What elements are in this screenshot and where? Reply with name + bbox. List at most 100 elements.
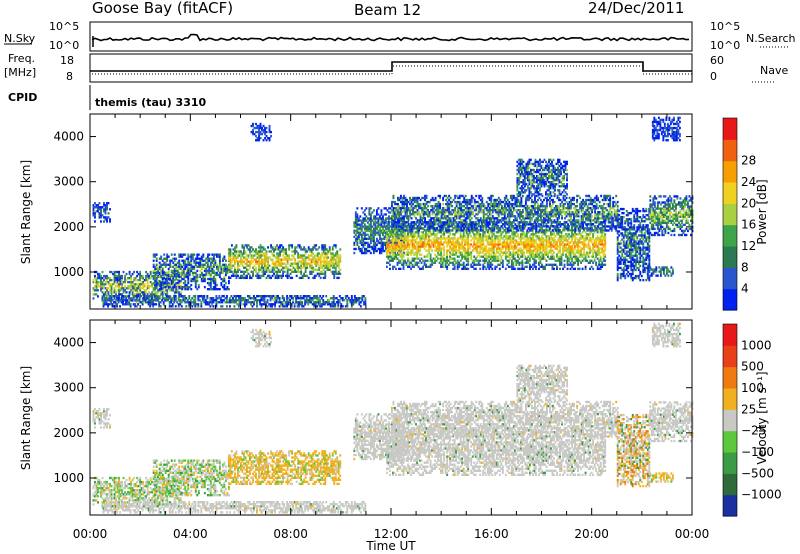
power-cell	[495, 249, 498, 252]
power-cell	[214, 273, 217, 277]
power-cell	[232, 270, 235, 273]
power-cell	[559, 257, 561, 260]
power-cell	[530, 243, 533, 246]
power-cell	[175, 263, 178, 266]
power-cell	[226, 265, 229, 268]
power-cell	[175, 281, 178, 285]
power-cell	[158, 297, 161, 300]
power-cell	[166, 263, 169, 266]
power-cell	[301, 260, 304, 263]
power-cell	[175, 269, 178, 273]
power-cell	[312, 260, 315, 263]
power-cell	[297, 252, 300, 255]
power-cell	[92, 210, 95, 213]
power-cell	[337, 276, 340, 280]
power-cell	[274, 256, 277, 259]
power-cell	[465, 220, 468, 224]
power-cell	[522, 251, 525, 254]
power-cell	[554, 259, 557, 262]
power-cell	[194, 257, 197, 260]
power-cell	[153, 297, 156, 300]
power-cell	[265, 256, 268, 259]
power-cell	[319, 262, 322, 265]
power-cell	[250, 276, 253, 280]
power-cell	[215, 253, 218, 256]
power-cell	[270, 250, 273, 253]
power-cell	[353, 301, 356, 304]
power-cell	[426, 235, 429, 238]
power-cell	[142, 287, 145, 290]
power-cell	[194, 277, 197, 281]
power-cell	[510, 231, 513, 234]
power-cell	[391, 223, 393, 226]
power-cell	[244, 270, 247, 273]
power-cell	[227, 258, 230, 261]
power-cell	[229, 252, 232, 255]
power-cell	[483, 261, 486, 264]
power-cell	[268, 270, 271, 273]
power-cell	[553, 241, 555, 244]
power-cell	[199, 265, 202, 268]
power-cell	[405, 241, 408, 244]
power-cell	[377, 247, 380, 251]
power-cell	[115, 295, 117, 298]
power-cell	[132, 303, 135, 306]
power-cell	[512, 241, 515, 244]
power-cell	[446, 231, 449, 234]
power-cell	[584, 231, 587, 234]
power-cell	[136, 270, 139, 274]
power-cell	[95, 278, 98, 282]
power-cell	[181, 277, 184, 281]
power-cell	[392, 259, 394, 262]
power-cell	[260, 295, 263, 298]
power-cell	[116, 274, 119, 278]
power-cell	[525, 265, 528, 268]
power-cell	[138, 301, 141, 304]
power-cell	[371, 245, 374, 249]
power-cell	[178, 255, 181, 258]
power-cell	[584, 239, 587, 242]
power-cell	[239, 270, 242, 273]
power-cell	[188, 261, 191, 264]
power-cell	[320, 303, 323, 306]
power-cell	[568, 237, 570, 240]
power-cell	[194, 259, 197, 262]
power-cell	[107, 216, 110, 219]
power-cell	[107, 293, 110, 296]
power-cell	[491, 247, 494, 250]
power-cell	[303, 264, 306, 267]
power-cell	[185, 305, 188, 308]
power-cell	[464, 223, 467, 226]
power-cell	[553, 225, 555, 228]
power-cell	[510, 255, 513, 258]
power-cell	[509, 237, 512, 240]
power-cell	[467, 251, 470, 254]
power-cell	[435, 249, 438, 252]
power-cell	[259, 252, 262, 255]
power-cell	[265, 252, 268, 255]
power-cell	[101, 270, 104, 274]
power-cell	[417, 251, 420, 254]
power-cell	[375, 225, 378, 228]
power-cell	[334, 244, 337, 247]
power-cell	[408, 263, 411, 266]
power-cell	[453, 243, 456, 246]
power-cell	[331, 303, 334, 306]
power-cell	[477, 223, 480, 226]
power-cell	[434, 245, 437, 248]
power-cell	[104, 297, 106, 300]
power-cell	[512, 225, 515, 228]
power-cell	[392, 219, 395, 222]
power-cell	[160, 283, 163, 287]
power-cell	[580, 249, 583, 252]
power-cell	[244, 244, 247, 247]
power-cell	[154, 277, 157, 281]
power-cell	[276, 260, 279, 263]
power-cell	[394, 211, 396, 214]
power-cell	[209, 301, 212, 304]
power-cell	[434, 233, 437, 236]
power-cell	[103, 283, 105, 286]
power-cell	[375, 213, 378, 216]
power-cell	[140, 283, 143, 286]
power-cell	[577, 233, 580, 236]
